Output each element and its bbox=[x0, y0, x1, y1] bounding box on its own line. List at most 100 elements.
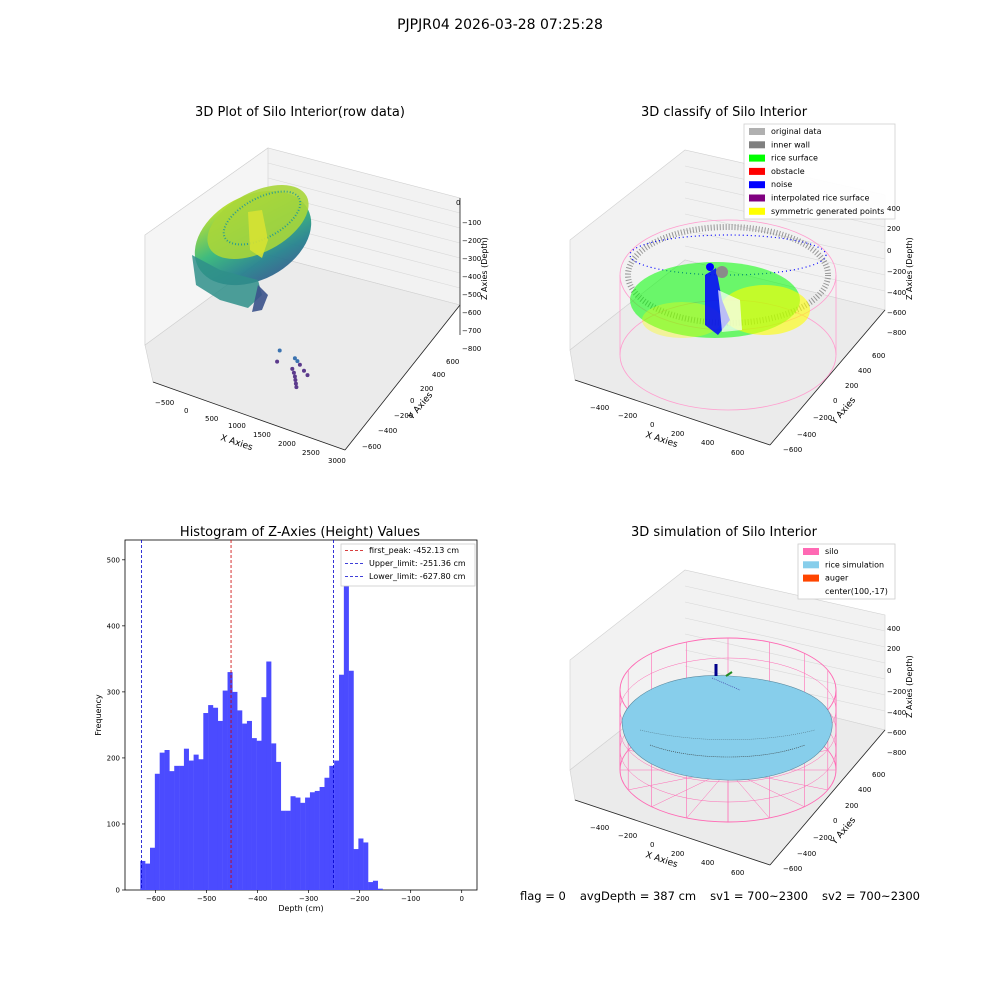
panel4-zlabel: Z Axies (Depth) bbox=[905, 655, 914, 718]
y-tick-label: 500 bbox=[107, 556, 120, 564]
panel4-z-tick: 0 bbox=[887, 667, 891, 675]
panel1-x-tick: 500 bbox=[205, 415, 218, 423]
histogram-bar bbox=[295, 797, 301, 890]
histogram-bar bbox=[348, 670, 354, 890]
panel1-y-tick: −600 bbox=[362, 443, 381, 451]
histogram-bar bbox=[164, 750, 170, 890]
panel4-x-tick: 400 bbox=[701, 859, 714, 867]
panel1-x-tick: −500 bbox=[155, 399, 174, 407]
legend-swatch bbox=[749, 194, 765, 202]
panel2-z-tick: −200 bbox=[887, 268, 906, 276]
histogram-bar bbox=[329, 765, 335, 890]
panel4-x-tick: −200 bbox=[618, 832, 637, 840]
panel4-auger bbox=[711, 664, 741, 691]
histogram-bar bbox=[154, 773, 160, 890]
x-tick-label: −500 bbox=[197, 895, 216, 903]
panel1-z-tick: −800 bbox=[462, 345, 481, 353]
panel1-z-tick: −600 bbox=[462, 309, 481, 317]
panel4-y-tick: −600 bbox=[783, 865, 802, 873]
legend-label: obstacle bbox=[771, 167, 805, 176]
legend-swatch bbox=[803, 574, 819, 582]
avg-depth-readout: avgDepth = 387 cm bbox=[579, 889, 697, 903]
legend-label: interpolated rice surface bbox=[771, 194, 869, 203]
outlier-point bbox=[302, 368, 306, 373]
legend-label: Upper_limit: -251.36 cm bbox=[369, 559, 466, 568]
histogram-bar bbox=[339, 674, 345, 890]
histogram-bar bbox=[305, 797, 311, 890]
histogram-bar bbox=[280, 810, 286, 890]
histogram-bar bbox=[140, 860, 146, 890]
panel1-zlabel: Z Axies (Depth) bbox=[480, 237, 489, 300]
x-tick-label: −300 bbox=[299, 895, 318, 903]
panel4-y-tick: 600 bbox=[872, 771, 885, 779]
x-tick-label: −200 bbox=[350, 895, 369, 903]
histogram-bar bbox=[343, 553, 349, 890]
panel2-z-tick: −400 bbox=[887, 289, 906, 297]
panel2-x-tick: −200 bbox=[618, 412, 637, 420]
outlier-point bbox=[292, 356, 297, 361]
x-tick-label: −600 bbox=[146, 895, 165, 903]
histogram-bar bbox=[368, 882, 374, 890]
panel4-y-tick: 400 bbox=[858, 786, 871, 794]
sv1-readout: sv1 = 700~2300 bbox=[710, 889, 809, 903]
panel4-z-tick: −800 bbox=[887, 749, 906, 757]
panel1-z-tick: −100 bbox=[462, 219, 481, 227]
panel2-z-tick: 0 bbox=[887, 247, 891, 255]
legend-swatch bbox=[749, 167, 765, 175]
x-tick-label: −100 bbox=[401, 895, 420, 903]
panel1-z-tick: −500 bbox=[462, 291, 481, 299]
panel1-title: 3D Plot of Silo Interior(row data) bbox=[195, 105, 405, 120]
histogram-bar bbox=[208, 705, 214, 890]
panel3-reference-lines bbox=[141, 540, 334, 890]
panel4-y-tick: −400 bbox=[797, 850, 816, 858]
y-tick-label: 300 bbox=[107, 688, 120, 696]
histogram-bar bbox=[150, 847, 156, 890]
legend-swatch bbox=[749, 181, 765, 189]
panel4-z-tick: −400 bbox=[887, 709, 906, 717]
panel3-y-ticks: 0 100 200 300 400 500 bbox=[107, 556, 125, 895]
panel1-ylabel: Y Axies bbox=[406, 390, 435, 422]
outlier-point bbox=[277, 348, 282, 353]
panel2-x-tick: 600 bbox=[731, 449, 744, 457]
panel-raw-data: 3D Plot of Silo Interior(row data) 0 −10… bbox=[144, 105, 489, 465]
panel1-z-tick: −400 bbox=[462, 273, 481, 281]
panel2-y-tick: 200 bbox=[845, 382, 858, 390]
histogram-bar bbox=[314, 790, 320, 890]
histogram-bar bbox=[271, 743, 277, 890]
panel4-y-tick: 0 bbox=[833, 817, 837, 825]
panel2-x-tick: 0 bbox=[650, 421, 654, 429]
histogram-bar bbox=[324, 777, 330, 890]
histogram-bar bbox=[198, 759, 204, 890]
panel2-y-tick: −400 bbox=[797, 431, 816, 439]
histogram-bar bbox=[266, 661, 272, 890]
panel2-legend: original data inner wall rice surface obsta… bbox=[743, 123, 896, 220]
y-tick-label: 400 bbox=[107, 622, 120, 630]
legend-swatch bbox=[803, 561, 819, 569]
panel3-xlabel: Depth (cm) bbox=[278, 904, 323, 913]
legend-label: rice surface bbox=[771, 154, 818, 163]
panel1-x-tick: 1500 bbox=[253, 431, 271, 439]
panel4-title: 3D simulation of Silo Interior bbox=[631, 525, 818, 540]
panel1-y-tick: −200 bbox=[394, 412, 413, 420]
legend-label: auger bbox=[825, 574, 849, 583]
outlier-point bbox=[291, 370, 296, 375]
legend-label: center(100,-17) bbox=[825, 587, 888, 596]
outlier-point bbox=[292, 374, 297, 379]
panel4-x-tick: 200 bbox=[671, 850, 684, 858]
histogram-bar bbox=[309, 792, 315, 890]
legend-label: first_peak: -452.13 cm bbox=[369, 546, 459, 555]
panel1-point-cloud bbox=[192, 185, 312, 312]
panel4-z-tick: −200 bbox=[887, 688, 906, 696]
panel4-z-tick: 400 bbox=[887, 625, 900, 633]
outlier-point bbox=[305, 373, 310, 378]
histogram-bar bbox=[203, 713, 209, 890]
panel2-z-tick: 200 bbox=[887, 225, 900, 233]
panel4-x-tick: −400 bbox=[590, 824, 609, 832]
panel-histogram: Histogram of Z-Axies (Height) Values −60… bbox=[94, 525, 478, 913]
panel1-x-tick: 1000 bbox=[228, 422, 246, 430]
panel2-zlabel: Z Axies (Depth) bbox=[905, 237, 914, 300]
histogram-bar bbox=[169, 771, 175, 890]
histogram-bar bbox=[276, 761, 282, 890]
histogram-bar bbox=[227, 672, 233, 890]
